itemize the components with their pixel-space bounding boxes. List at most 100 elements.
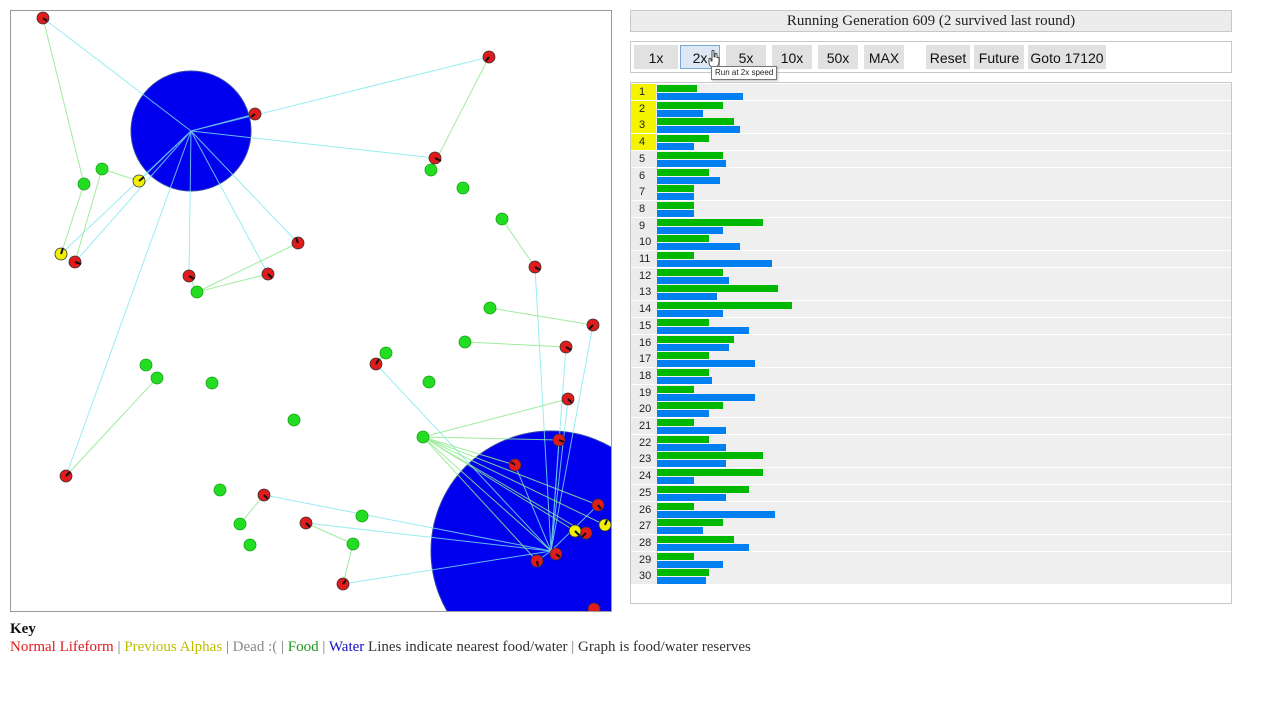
water-reserve-bar (657, 109, 703, 117)
water-reserve-bar (657, 393, 755, 401)
speed-tooltip: Run at 2x speed (711, 66, 778, 80)
graph-row: 13 (631, 284, 1231, 301)
water-reserve-bar (657, 243, 741, 251)
reserves-graph: 1 2 3 4 5 6 7 8 9 10 11 12 13 14 15 16 17 18 19 20 21 22 23 24 2… (630, 82, 1232, 604)
legend-key: Key Normal Lifeform | Previous Alphas | … (10, 620, 751, 656)
water-reserve-bar (657, 343, 729, 351)
graph-row: 16 (631, 334, 1231, 351)
water-reserve-bar (657, 427, 726, 434)
graph-row-track (656, 117, 1231, 134)
water-reserve-bar (657, 193, 695, 201)
graph-row-label: 18 (631, 367, 656, 384)
graph-row-track (656, 317, 1231, 334)
speed-max-button[interactable]: MAX (864, 45, 904, 69)
key-separator: | (117, 639, 121, 655)
water-reserve-bar (657, 260, 772, 267)
food (213, 483, 227, 497)
graph-row-label: 25 (631, 484, 656, 501)
graph-row: 21 (631, 418, 1231, 434)
water-reserve-bar (657, 176, 721, 184)
graph-row: 10 (631, 234, 1231, 251)
graph-row-label: 3 (631, 117, 656, 134)
speed-5x-button[interactable]: 5x (726, 45, 766, 69)
water-reserve-bar (657, 93, 744, 100)
lifeform (587, 602, 601, 611)
food-reserve-bar (657, 569, 709, 577)
graph-row-track (656, 84, 1231, 100)
graph-row-track (656, 100, 1231, 117)
food (205, 376, 219, 390)
key-dead: Dead :( (232, 639, 278, 655)
food (139, 358, 153, 372)
graph-row-label: 22 (631, 434, 656, 451)
graph-row-label: 23 (631, 451, 656, 468)
food-reserve-bar (657, 435, 709, 443)
water-reserve-bar (657, 276, 729, 284)
food-reserve-bar (657, 452, 764, 460)
graph-row-track (656, 334, 1231, 351)
food-reserve-bar (657, 385, 695, 393)
food-reserve-bar (657, 135, 709, 143)
water-reserve-bar (657, 326, 749, 334)
food-reserve-bar (657, 469, 764, 477)
key-separator: | (322, 639, 326, 655)
graph-row: 9 (631, 217, 1231, 234)
water-reserve-bar (657, 360, 755, 368)
food (150, 371, 164, 385)
graph-row: 20 (631, 401, 1231, 418)
speed-10x-button[interactable]: 10x (772, 45, 812, 69)
graph-row-label: 4 (631, 134, 656, 151)
food-reserve-bar (657, 85, 698, 92)
graph-row-label: 1 (631, 84, 656, 100)
generation-status: Running Generation 609 (2 survived last … (630, 10, 1232, 32)
water-reserve-bar (657, 477, 695, 485)
graph-row: 1 (631, 84, 1231, 100)
food (422, 375, 436, 389)
food-reserve-bar (657, 268, 723, 276)
graph-row-label: 5 (631, 150, 656, 167)
future-button[interactable]: Future (974, 45, 1024, 69)
food-reserve-bar (657, 335, 735, 343)
key-separator: | (225, 639, 229, 655)
water-reserve-bar (657, 126, 741, 134)
simulation-svg (36, 11, 611, 611)
graph-row-track (656, 384, 1231, 401)
food-reserve-bar (657, 285, 778, 293)
food (495, 212, 509, 226)
graph-row-track (656, 367, 1231, 384)
water-reserve-bar (657, 293, 718, 301)
speed-50x-button[interactable]: 50x (818, 45, 858, 69)
graph-row-track (656, 134, 1231, 151)
graph-row-track (656, 150, 1231, 167)
graph-row-track (656, 301, 1231, 318)
graph-row-label: 13 (631, 284, 656, 301)
graph-row-track (656, 418, 1231, 434)
water-reserve-bar (657, 543, 749, 551)
graph-row-label: 30 (631, 568, 656, 585)
food (456, 181, 470, 195)
goto-button[interactable]: Goto 17120 (1028, 45, 1106, 69)
key-previous-alphas: Previous Alphas (124, 639, 223, 655)
graph-row: 7 (631, 184, 1231, 201)
key-separator: | (280, 639, 284, 655)
speed-1x-button[interactable]: 1x (634, 45, 678, 69)
reset-button[interactable]: Reset (926, 45, 970, 69)
water-reserve-bar (657, 460, 726, 468)
water-reserve-bar (657, 493, 726, 501)
food-reserve-bar (657, 168, 709, 176)
food (287, 413, 301, 427)
food (458, 335, 472, 349)
graph-row-label: 9 (631, 217, 656, 234)
food-reserve-bar (657, 352, 709, 360)
graph-row-track (656, 484, 1231, 501)
graph-row: 6 (631, 167, 1231, 184)
food-reserve-bar (657, 552, 695, 560)
water-lines (42, 17, 599, 585)
graph-row-label: 29 (631, 551, 656, 568)
food (379, 346, 393, 360)
graph-row: 29 (631, 551, 1231, 568)
graph-row-label: 15 (631, 317, 656, 334)
graph-row-label: 2 (631, 100, 656, 117)
graph-row: 11 (631, 251, 1231, 267)
water-reserve-bar (657, 209, 695, 217)
